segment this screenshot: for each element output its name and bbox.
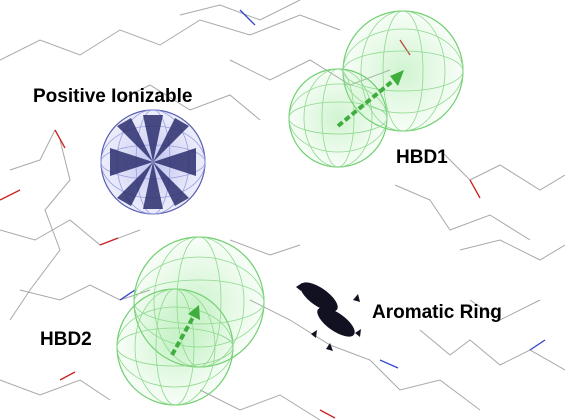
hbd2-vector-arrow [170, 311, 198, 356]
positive-ionizable-feature [100, 109, 206, 215]
hbd2-feature [116, 236, 265, 406]
hbd2-label: HBD2 [40, 329, 92, 350]
aromatic-ring-feature [296, 282, 361, 351]
hbd1-arrowhead [390, 70, 404, 86]
hbd1-feature [288, 10, 464, 168]
hbd1-vector-arrow [336, 73, 402, 128]
positive-ionizable-label: Positive Ionizable [33, 86, 193, 107]
hbd2-arrowhead [188, 305, 200, 320]
aromatic-ring-label: Aromatic Ring [372, 302, 502, 323]
hbd1-label: HBD1 [396, 147, 448, 168]
